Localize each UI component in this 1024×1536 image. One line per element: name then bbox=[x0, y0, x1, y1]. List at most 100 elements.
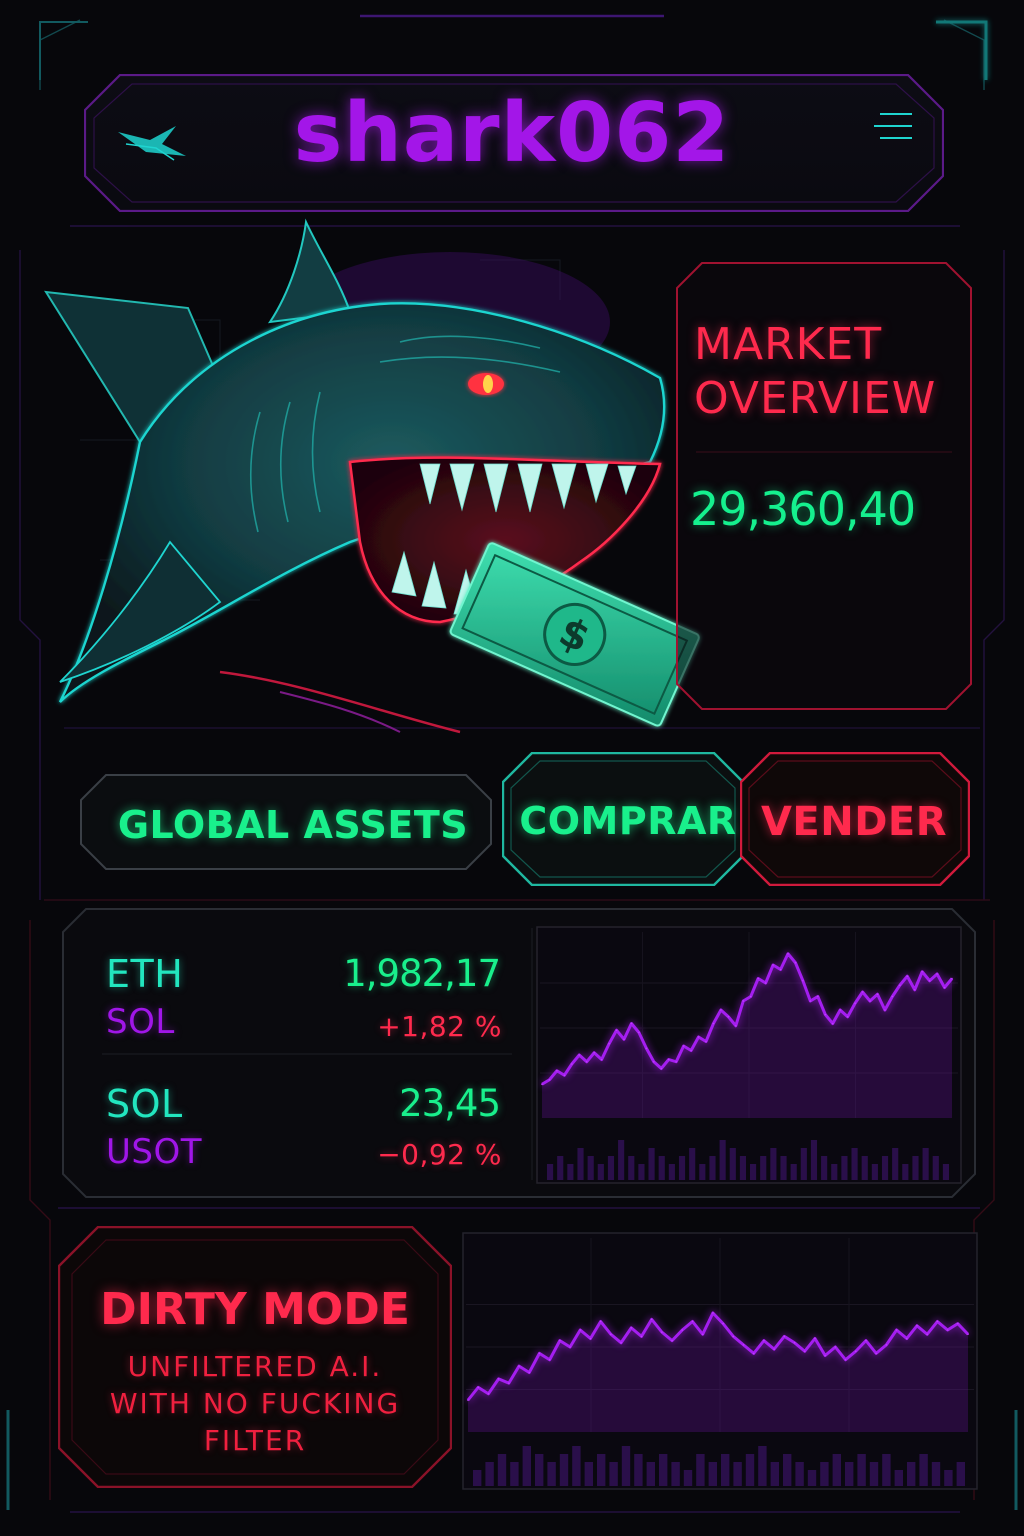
chart-volume-bar bbox=[709, 1156, 716, 1180]
chart-volume-bar bbox=[587, 1156, 594, 1180]
shark-fin-icon bbox=[118, 126, 186, 161]
chart-point bbox=[671, 1339, 673, 1342]
chart-volume-bar bbox=[881, 1156, 889, 1180]
chart-volume-bar bbox=[696, 1454, 705, 1486]
chart-area bbox=[468, 1313, 968, 1432]
chart-volume-bar bbox=[745, 1454, 755, 1486]
chart-volume-bar bbox=[892, 1148, 899, 1180]
chart-point bbox=[802, 979, 804, 982]
market-overview-value: 29,360,40 bbox=[690, 482, 916, 536]
buy-label[interactable]: COMPRAR bbox=[519, 799, 737, 843]
chart-volume-bar bbox=[658, 1156, 665, 1180]
chart-point bbox=[943, 986, 946, 989]
sell-label[interactable]: VENDER bbox=[760, 799, 948, 845]
chart-point bbox=[779, 968, 782, 971]
chart-point bbox=[682, 1045, 685, 1047]
chart-volume-bar bbox=[618, 1140, 625, 1180]
global-assets-button[interactable] bbox=[80, 774, 492, 870]
chart-point bbox=[556, 1069, 558, 1072]
chart-point bbox=[593, 1051, 595, 1054]
chart-volume-bar bbox=[832, 1454, 841, 1486]
chart-point bbox=[589, 1337, 592, 1340]
chart-point bbox=[508, 1382, 510, 1384]
chart-point bbox=[722, 1322, 724, 1325]
chart-volume-bar bbox=[800, 1148, 807, 1180]
chart-volume-bar bbox=[646, 1462, 655, 1486]
chart-volume-bar bbox=[956, 1462, 965, 1486]
chart-volume-bar bbox=[841, 1156, 848, 1180]
chart-point bbox=[742, 1000, 745, 1002]
dirty-mode-panel[interactable] bbox=[58, 1226, 452, 1488]
chart-volume-bar bbox=[607, 1156, 615, 1180]
chart-volume-bar bbox=[648, 1148, 655, 1180]
chart-point bbox=[809, 1000, 812, 1002]
chart-point bbox=[936, 1320, 939, 1323]
chart-volume-bar bbox=[659, 1454, 668, 1486]
chart-area bbox=[542, 953, 952, 1118]
chart-point bbox=[861, 991, 864, 993]
ticker-sub-symbol: USOT bbox=[106, 1132, 202, 1172]
chart-point bbox=[548, 1078, 551, 1081]
chart-volume-bar bbox=[485, 1462, 494, 1486]
chart-volume-bar bbox=[942, 1164, 949, 1180]
chart-point bbox=[600, 1058, 603, 1061]
chart-volume-bar bbox=[810, 1140, 818, 1180]
buy-button[interactable] bbox=[502, 752, 744, 886]
chart-point bbox=[783, 1335, 786, 1338]
chart-volume-bar bbox=[473, 1470, 482, 1486]
chart-point bbox=[712, 1022, 715, 1025]
menu-icon[interactable] bbox=[872, 106, 916, 146]
chart-volume-bar bbox=[729, 1148, 736, 1180]
chart-volume-bar bbox=[894, 1470, 903, 1486]
chart-point bbox=[630, 1022, 633, 1025]
chart-volume-bar bbox=[634, 1454, 643, 1486]
chart-point bbox=[854, 1002, 856, 1005]
market-overview-panel bbox=[676, 262, 972, 710]
chart-volume-bar bbox=[609, 1462, 618, 1486]
chart-volume-bar bbox=[907, 1462, 916, 1486]
chart-point bbox=[623, 1038, 625, 1041]
chart-point bbox=[640, 1335, 643, 1338]
chart-volume-bar bbox=[510, 1462, 519, 1486]
ticker-symbol[interactable]: SOL bbox=[106, 1082, 183, 1126]
chart-point bbox=[967, 1333, 969, 1336]
ticker-change: +1,82 % bbox=[377, 1010, 502, 1043]
chart-volume-bar bbox=[857, 1454, 866, 1486]
chart-point bbox=[701, 1333, 704, 1336]
chart-point bbox=[885, 1344, 888, 1346]
chart-volume-bar bbox=[739, 1156, 746, 1180]
chart-point bbox=[610, 1333, 612, 1336]
chart-point bbox=[620, 1341, 622, 1344]
chart-point bbox=[906, 975, 909, 978]
chart-point bbox=[691, 1320, 694, 1323]
chart-point bbox=[541, 1083, 543, 1086]
chart-point bbox=[528, 1371, 531, 1374]
chart-volume-bar bbox=[522, 1446, 531, 1486]
chart-point bbox=[946, 1329, 949, 1331]
chart-point bbox=[585, 1060, 588, 1063]
chart-point bbox=[803, 1350, 806, 1353]
chart-volume-bar bbox=[638, 1164, 645, 1180]
chart-volume-bar bbox=[807, 1470, 817, 1486]
chart-volume-bar bbox=[547, 1164, 554, 1180]
chart-point bbox=[926, 1333, 928, 1336]
chart-volume-bar bbox=[689, 1148, 696, 1180]
chart-volume-bar bbox=[869, 1462, 879, 1486]
chart-point bbox=[697, 1036, 700, 1038]
chart-point bbox=[608, 1042, 610, 1045]
chart-point bbox=[772, 964, 774, 966]
chart-volume-bar bbox=[733, 1462, 742, 1486]
ticker-symbol[interactable]: ETH bbox=[106, 952, 184, 996]
chart-point bbox=[667, 1058, 670, 1061]
global-assets-label[interactable]: GLOBAL ASSETS bbox=[117, 803, 469, 847]
chart-point bbox=[844, 1358, 847, 1361]
chart-point bbox=[956, 1322, 959, 1325]
chart-point bbox=[824, 1354, 826, 1357]
chart-volume-bar bbox=[770, 1148, 777, 1180]
sell-button[interactable] bbox=[740, 752, 970, 886]
chart-point bbox=[571, 1063, 573, 1065]
chart-point bbox=[884, 1009, 886, 1011]
chart-point bbox=[467, 1399, 469, 1401]
dirty-mode-title[interactable]: DIRTY MODE bbox=[100, 1284, 410, 1335]
chart-point bbox=[817, 995, 819, 998]
